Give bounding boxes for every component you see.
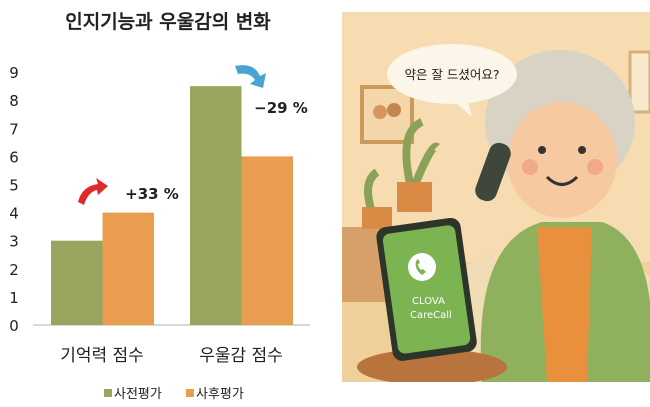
legend-label-pre: 사전평가 xyxy=(114,387,162,402)
y-tick-label: 9 xyxy=(9,64,19,82)
y-tick-label: 2 xyxy=(9,261,19,279)
face xyxy=(507,102,617,218)
y-tick-label: 7 xyxy=(9,120,19,138)
arrow-down-icon xyxy=(235,65,266,88)
smartphone: CLOVA CareCall xyxy=(376,217,477,361)
y-tick-label: 1 xyxy=(9,289,19,307)
photo-frame xyxy=(360,85,414,144)
y-tick-label: 0 xyxy=(9,317,19,335)
handset xyxy=(475,142,511,202)
bar-pre xyxy=(51,240,103,325)
bar-post xyxy=(241,156,293,325)
bar-chart: 인지기능과 우울감의 변화 0 1 2 3 4 5 6 7 8 9 +33 % −29 % 기억력 … xyxy=(9,11,310,402)
speech-bubble-text: 약은 잘 드셨어요? xyxy=(404,67,499,82)
y-tick-label: 4 xyxy=(9,205,19,223)
category-label: 우울감 점수 xyxy=(199,346,283,366)
carecall-illustration: CLOVA CareCall 약은 잘 드셨어요? xyxy=(342,12,650,382)
phone-app: CareCall xyxy=(410,310,452,321)
y-tick-label: 8 xyxy=(9,92,19,110)
y-tick-label: 3 xyxy=(9,233,19,251)
legend-swatch-pre xyxy=(104,389,112,397)
annotation-label: −29 % xyxy=(254,99,308,117)
bar-post xyxy=(102,212,154,325)
side-table xyxy=(357,349,507,382)
bar-pre xyxy=(190,86,242,326)
y-tick-label: 6 xyxy=(9,148,19,166)
arrow-up-icon xyxy=(78,178,108,205)
y-tick-label: 5 xyxy=(9,177,19,195)
phone-brand: CLOVA xyxy=(412,296,445,307)
legend-label-post: 사후평가 xyxy=(196,387,244,402)
category-label: 기억력 점수 xyxy=(60,346,144,366)
speech-bubble xyxy=(387,44,517,104)
phone-call-icon xyxy=(408,253,436,281)
annotation-label: +33 % xyxy=(125,185,179,203)
chart-title: 인지기능과 우울감의 변화 xyxy=(65,11,271,33)
calendar xyxy=(628,50,650,114)
legend-swatch-post xyxy=(186,389,194,397)
